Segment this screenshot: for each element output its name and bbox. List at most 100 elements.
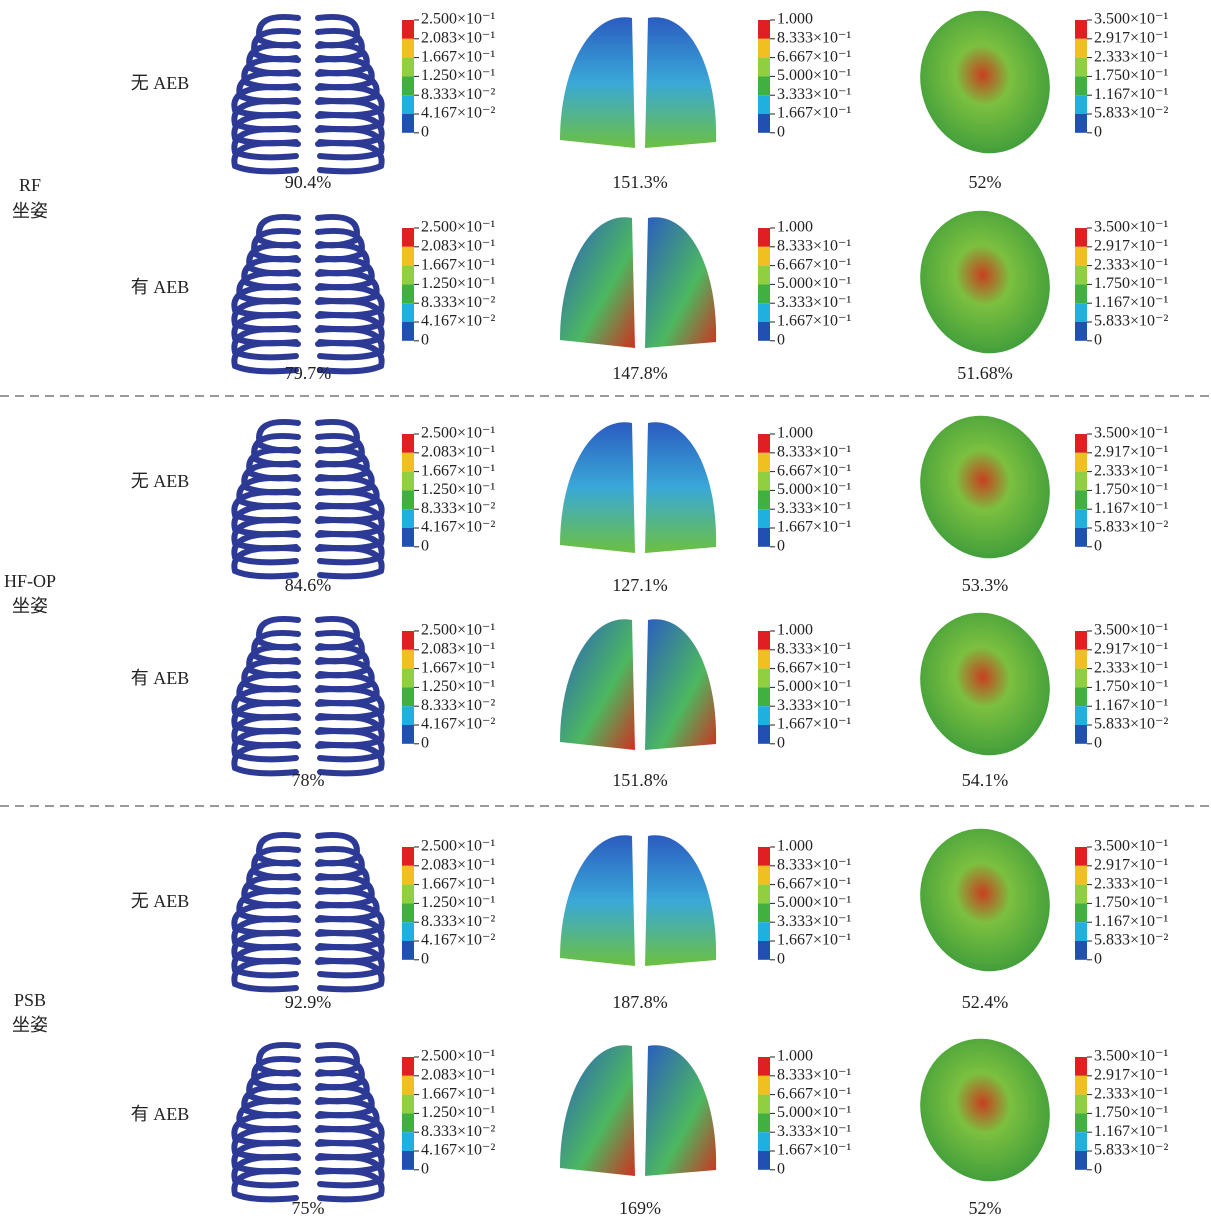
colorbar-segment xyxy=(1075,228,1087,247)
colorbar-segment xyxy=(758,434,770,453)
colorbar-label: 2.917×10⁻¹ xyxy=(1094,237,1168,254)
colorbar-label: 1.000 xyxy=(777,622,813,639)
colorbar-label: 1.167×10⁻¹ xyxy=(1094,913,1168,930)
group-label: HF-OP xyxy=(4,571,56,591)
colorbar-label: 0 xyxy=(777,537,785,554)
colorbar-label: 2.333×10⁻¹ xyxy=(1094,659,1168,676)
colorbar-segment xyxy=(402,903,414,922)
colorbar-label: 2.083×10⁻¹ xyxy=(421,640,495,657)
colorbar-label: 8.333×10⁻¹ xyxy=(777,237,851,254)
colorbar-segment xyxy=(1075,322,1087,341)
colorbar: 1.0008.333×10⁻¹6.667×10⁻¹5.000×10⁻¹3.333… xyxy=(758,425,851,555)
colorbar-label: 1.000 xyxy=(777,11,813,28)
colorbar-segment xyxy=(758,509,770,528)
colorbar-label: 2.333×10⁻¹ xyxy=(1094,875,1168,892)
lungs xyxy=(560,1045,716,1176)
colorbar-segment xyxy=(1075,58,1087,77)
colorbar-label: 8.333×10⁻² xyxy=(421,294,495,311)
colorbar-label: 6.667×10⁻¹ xyxy=(777,48,851,65)
colorbar-label: 1.250×10⁻¹ xyxy=(421,678,495,695)
colorbar-segment xyxy=(758,1151,770,1170)
colorbar-label: 3.333×10⁻¹ xyxy=(777,1123,851,1140)
percentage: 52% xyxy=(969,172,1002,192)
ribcage xyxy=(234,217,381,371)
percentage: 92.9% xyxy=(285,992,332,1012)
colorbar-label: 1.000 xyxy=(777,219,813,236)
percentage: 169% xyxy=(619,1198,661,1218)
group-label: 坐姿 xyxy=(12,1015,48,1035)
colorbar: 2.500×10⁻¹2.083×10⁻¹1.667×10⁻¹1.250×10⁻¹… xyxy=(402,622,495,752)
colorbar-label: 1.750×10⁻¹ xyxy=(1094,275,1168,292)
colorbar: 1.0008.333×10⁻¹6.667×10⁻¹5.000×10⁻¹3.333… xyxy=(758,1048,851,1178)
percentage: 147.8% xyxy=(612,363,668,383)
colorbar-segment xyxy=(402,322,414,341)
colorbar-segment xyxy=(758,847,770,866)
colorbar-label: 3.333×10⁻¹ xyxy=(777,500,851,517)
row-label: 无 AEB xyxy=(131,471,190,491)
colorbar-segment xyxy=(1075,885,1087,904)
colorbar: 1.0008.333×10⁻¹6.667×10⁻¹5.000×10⁻¹3.333… xyxy=(758,622,851,752)
colorbar-label: 1.250×10⁻¹ xyxy=(421,481,495,498)
ribcage xyxy=(234,619,381,773)
colorbar-label: 5.000×10⁻¹ xyxy=(777,481,851,498)
colorbar-label: 0 xyxy=(1094,331,1102,348)
colorbar-segment xyxy=(1075,631,1087,650)
colorbar-label: 4.167×10⁻² xyxy=(421,313,495,330)
colorbar-segment xyxy=(402,20,414,39)
colorbar-label: 3.333×10⁻¹ xyxy=(777,294,851,311)
colorbar-segment xyxy=(758,1113,770,1132)
colorbar-segment xyxy=(758,39,770,58)
colorbar-label: 1.667×10⁻¹ xyxy=(777,313,851,330)
colorbar-label: 0 xyxy=(777,123,785,140)
left-lung xyxy=(560,835,635,966)
colorbar-label: 2.917×10⁻¹ xyxy=(1094,856,1168,873)
colorbar-label: 6.667×10⁻¹ xyxy=(777,1085,851,1102)
colorbar-label: 6.667×10⁻¹ xyxy=(777,659,851,676)
group-label: 坐姿 xyxy=(12,201,48,221)
colorbar-segment xyxy=(758,1095,770,1114)
colorbar-label: 0 xyxy=(421,537,429,554)
group-label: 坐姿 xyxy=(12,596,48,616)
percentage: 75% xyxy=(292,1198,325,1218)
colorbar-segment xyxy=(758,725,770,744)
colorbar-label: 1.667×10⁻¹ xyxy=(421,875,495,892)
colorbar-label: 2.083×10⁻¹ xyxy=(421,29,495,46)
colorbar-label: 3.500×10⁻¹ xyxy=(1094,622,1168,639)
colorbar-segment xyxy=(758,95,770,114)
right-lung xyxy=(645,17,716,148)
colorbar-label: 5.000×10⁻¹ xyxy=(777,678,851,695)
colorbar-segment xyxy=(402,528,414,547)
colorbar-label: 0 xyxy=(1094,123,1102,140)
colorbar-label: 5.833×10⁻² xyxy=(1094,1142,1168,1159)
figure: RF坐姿无 AEB90.4%151.3%52%2.500×10⁻¹2.083×1… xyxy=(0,0,1211,1221)
colorbar: 1.0008.333×10⁻¹6.667×10⁻¹5.000×10⁻¹3.333… xyxy=(758,219,851,349)
colorbar-label: 1.000 xyxy=(777,425,813,442)
colorbar-segment xyxy=(758,922,770,941)
colorbar-segment xyxy=(402,1132,414,1151)
colorbar-label: 1.750×10⁻¹ xyxy=(1094,894,1168,911)
colorbar: 2.500×10⁻¹2.083×10⁻¹1.667×10⁻¹1.250×10⁻¹… xyxy=(402,11,495,141)
colorbar-label: 8.333×10⁻¹ xyxy=(777,856,851,873)
percentage: 90.4% xyxy=(285,172,332,192)
colorbar-segment xyxy=(1075,266,1087,285)
heart xyxy=(902,194,1068,371)
colorbar-segment xyxy=(402,472,414,491)
colorbar-segment xyxy=(402,847,414,866)
colorbar-label: 1.667×10⁻¹ xyxy=(421,1085,495,1102)
colorbar-label: 5.000×10⁻¹ xyxy=(777,275,851,292)
colorbar-segment xyxy=(402,490,414,509)
colorbar-segment xyxy=(1075,687,1087,706)
colorbar-segment xyxy=(1075,528,1087,547)
colorbar-segment xyxy=(1075,472,1087,491)
row-label: 有 AEB xyxy=(131,1104,190,1124)
colorbar-label: 1.167×10⁻¹ xyxy=(1094,1123,1168,1140)
colorbar-label: 0 xyxy=(421,1160,429,1177)
colorbar-segment xyxy=(758,1057,770,1076)
colorbar-label: 5.833×10⁻² xyxy=(1094,716,1168,733)
colorbar-label: 1.167×10⁻¹ xyxy=(1094,697,1168,714)
colorbar-label: 1.000 xyxy=(777,1048,813,1065)
percentage: 151.8% xyxy=(612,770,668,790)
colorbar-segment xyxy=(402,114,414,133)
colorbar-label: 5.833×10⁻² xyxy=(1094,313,1168,330)
ribcage xyxy=(234,422,381,576)
